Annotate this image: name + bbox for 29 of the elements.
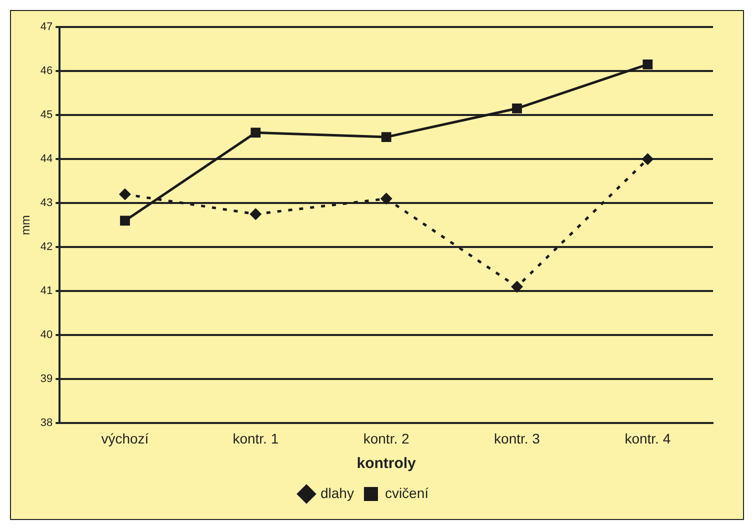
y-tick-label: 46 xyxy=(40,65,53,78)
point xyxy=(250,128,261,138)
y-tick-label: 45 xyxy=(40,109,53,122)
x-tick-label: kontr. 4 xyxy=(624,430,671,446)
legend-label: cvičení xyxy=(384,484,429,501)
point xyxy=(642,153,654,166)
y-tick-label: 47 xyxy=(40,21,53,34)
y-axis-title: mm xyxy=(18,215,33,236)
y-tick-label: 40 xyxy=(40,329,53,342)
x-tick-label: kontr. 2 xyxy=(363,430,410,446)
point xyxy=(380,192,392,205)
y-tick-label: 39 xyxy=(40,373,53,386)
point xyxy=(512,103,522,114)
point xyxy=(381,132,392,142)
x-axis-title: kontroly xyxy=(356,455,417,472)
point xyxy=(118,188,131,200)
y-tick-label: 38 xyxy=(40,417,53,430)
point xyxy=(642,59,653,70)
y-tick-label: 43 xyxy=(40,197,53,210)
point xyxy=(510,280,523,293)
y-tick-label: 44 xyxy=(40,153,53,166)
point xyxy=(120,216,130,226)
y-tick-label: 41 xyxy=(40,285,53,298)
legend-label: dlahy xyxy=(320,484,354,501)
x-tick-label: kontr. 3 xyxy=(494,430,540,446)
point xyxy=(250,208,262,220)
x-tick-label: výchozí xyxy=(101,430,149,446)
y-tick-label: 42 xyxy=(40,241,53,254)
x-tick-label: kontr. 1 xyxy=(232,430,279,446)
